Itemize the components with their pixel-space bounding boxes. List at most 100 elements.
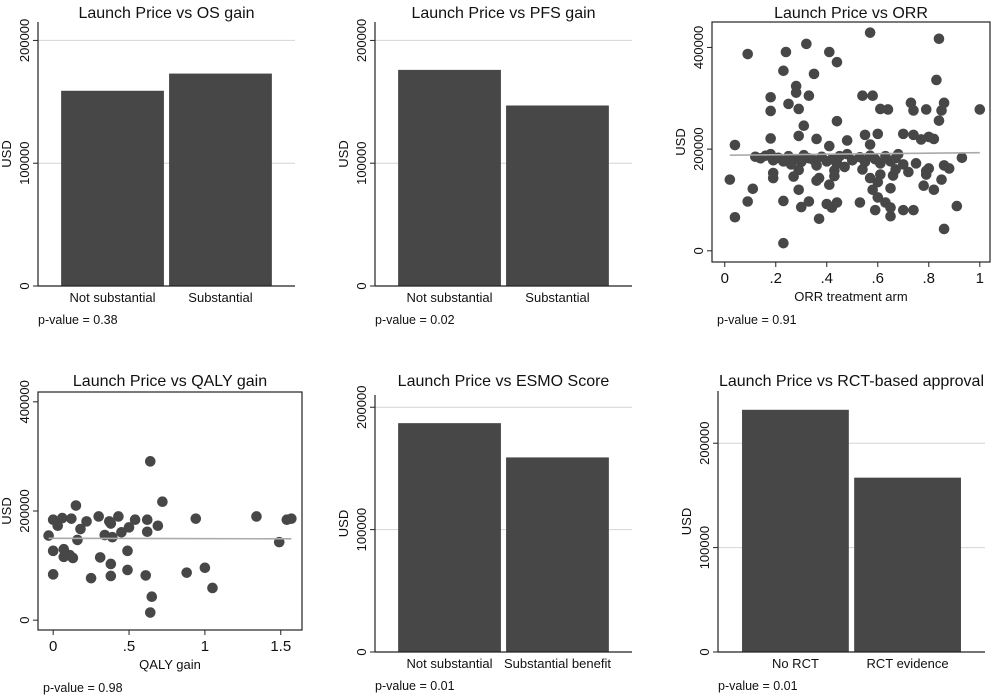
y-tick-label: 0: [17, 282, 32, 289]
panel-title: Launch Price vs ESMO Score: [398, 373, 610, 390]
scatter-point: [93, 511, 104, 522]
scatter-point: [765, 133, 776, 144]
x-category-label: Not substantial: [407, 290, 493, 305]
scatter-point: [742, 48, 754, 60]
scatter-point: [824, 46, 835, 58]
scatter-point: [790, 87, 802, 98]
p-value: p-value = 0.02: [375, 313, 455, 327]
panel-1: Launch Price vs OS gain 0 100000 200000 USD N…: [0, 5, 295, 327]
scatter-point: [181, 567, 192, 578]
bar: [854, 477, 961, 652]
scatter-point: [793, 164, 805, 176]
y-tick-label: 0: [17, 617, 32, 624]
scatter-point: [841, 135, 853, 146]
scatter-point: [778, 65, 789, 77]
scatter-point: [66, 513, 77, 524]
scatter-point: [933, 115, 945, 126]
scatter-point: [793, 184, 805, 196]
scatter-point: [105, 558, 117, 570]
scatter-point: [908, 204, 919, 216]
scatter-point: [872, 192, 884, 203]
panel-2: Launch Price vs PFS gain 0 100000 200000 USD…: [336, 5, 632, 327]
scatter-point: [936, 174, 947, 185]
scatter-point: [129, 514, 141, 526]
p-value: p-value = 0.98: [43, 681, 123, 695]
scatter-point: [974, 104, 986, 115]
scatter-point: [859, 129, 871, 141]
scatter-point: [141, 526, 153, 538]
scatter-point: [897, 128, 909, 140]
scatter-point: [47, 545, 59, 557]
scatter-point: [956, 152, 968, 164]
scatter-point: [864, 27, 876, 38]
scatter-point: [105, 570, 117, 582]
y-axis-label: USD: [0, 140, 14, 167]
scatter-point: [938, 223, 950, 235]
scatter-point: [908, 105, 919, 116]
scatter-point: [903, 166, 914, 178]
scatter-point: [824, 140, 835, 152]
y-tick-label: 0: [691, 247, 706, 254]
y-tick-label: 0: [354, 648, 369, 655]
bar: [61, 90, 164, 286]
scatter-point: [85, 572, 97, 584]
y-axis-label: USD: [336, 510, 351, 537]
scatter-point: [81, 516, 92, 527]
scatter-point: [190, 513, 202, 524]
scatter-point: [908, 129, 919, 141]
y-tick-label: 200000: [17, 489, 32, 532]
scatter-point: [811, 175, 822, 186]
scatter-point: [831, 197, 843, 208]
fit-line: [729, 151, 980, 157]
scatter-point: [122, 545, 133, 557]
y-tick-label: 200000: [697, 422, 712, 465]
panel-title: Launch Price vs RCT-based approval: [719, 373, 984, 390]
y-tick-label: 100000: [17, 142, 32, 185]
scatter-point: [857, 90, 868, 102]
scatter-point: [72, 534, 83, 546]
panel-title: Launch Price vs PFS gain: [411, 5, 595, 22]
scatter-point: [808, 68, 820, 80]
scatter-point: [251, 511, 262, 522]
x-tick-label: 0: [721, 270, 729, 287]
scatter-point: [207, 582, 218, 594]
scatter-point: [70, 500, 82, 511]
x-tick-label: .8: [923, 270, 936, 287]
y-tick-label: 400000: [691, 26, 706, 69]
scatter-point: [813, 213, 825, 225]
y-axis-label: USD: [673, 128, 688, 155]
scatter-point: [765, 91, 776, 103]
scatter-point: [793, 130, 805, 142]
scatter-point: [783, 98, 794, 110]
x-axis-label: QALY gain: [139, 657, 201, 672]
y-tick-label: 0: [697, 648, 712, 655]
x-category-label: No RCT: [772, 656, 819, 671]
scatter-point: [839, 161, 850, 173]
scatter-point: [798, 120, 810, 132]
scatter-point: [122, 564, 133, 576]
scatter-point: [867, 90, 878, 102]
scatter-point: [56, 512, 68, 524]
scatter-point: [928, 133, 940, 145]
scatter-point: [747, 183, 759, 195]
panel-4: Launch Price vs QALY gain 0 200000 400000 US…: [0, 373, 303, 695]
bar: [506, 105, 609, 286]
scatter-point: [885, 202, 896, 213]
x-category-label: Substantial: [188, 290, 252, 305]
scatter-point: [803, 196, 815, 207]
y-tick-label: 200000: [17, 19, 32, 62]
scatter-point: [869, 204, 881, 216]
scatter-point: [152, 520, 164, 532]
panel-title: Launch Price vs OS gain: [78, 5, 254, 22]
scatter-point: [729, 139, 741, 151]
scatter-point: [882, 104, 894, 115]
panel-title: Launch Price vs QALY gain: [73, 373, 267, 390]
p-value: p-value = 0.38: [38, 313, 118, 327]
x-axis-label: ORR treatment arm: [794, 289, 907, 304]
scatter-point: [742, 196, 754, 207]
y-tick-label: 100000: [697, 526, 712, 569]
scatter-point: [931, 74, 942, 86]
y-tick-label: 200000: [691, 127, 706, 170]
scatter-point: [875, 103, 886, 115]
